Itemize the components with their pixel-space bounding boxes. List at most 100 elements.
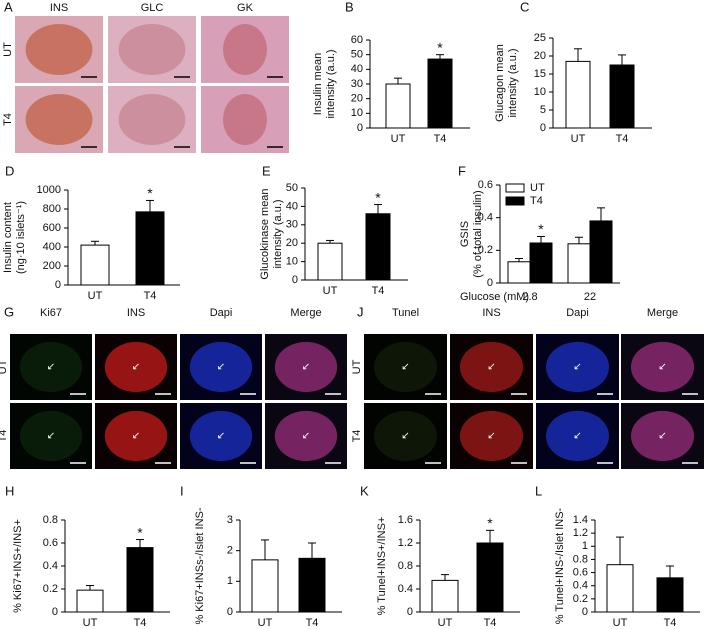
islet xyxy=(545,410,610,462)
x-tick-label: T4 xyxy=(664,617,677,629)
y-tick-label: 1 xyxy=(582,540,588,552)
bar xyxy=(317,242,343,281)
x-tick-label: UT xyxy=(323,285,338,297)
row-label: UT xyxy=(351,359,363,374)
arrow: ↙ xyxy=(573,362,581,373)
x-tick-label: UT xyxy=(571,133,586,145)
y-tick-label: 10 xyxy=(351,107,363,119)
y-tick-label: 0.4 xyxy=(398,583,413,595)
islet xyxy=(373,341,438,393)
bar xyxy=(251,559,279,613)
panel-letter: F xyxy=(458,163,466,178)
islet xyxy=(223,24,267,75)
bar xyxy=(609,64,635,129)
bar xyxy=(565,60,591,129)
y-tick-label: 20 xyxy=(534,50,546,62)
row-label: T4 xyxy=(351,430,363,443)
islet xyxy=(459,410,524,462)
y-tick-label: 0 xyxy=(487,277,493,289)
column-label: Dapi xyxy=(210,307,233,319)
row-label: T4 xyxy=(0,430,9,443)
y-axis-label: % Ki67+INSs-/Islet INS- xyxy=(194,507,206,624)
column-label: GK xyxy=(237,2,254,14)
y-tick-label: 400 xyxy=(43,241,61,253)
column-label: Tunel xyxy=(392,307,419,319)
y-tick-label: 0 xyxy=(540,122,546,134)
panel-letter: H xyxy=(5,483,14,498)
bar xyxy=(135,211,165,286)
arrow: ↙ xyxy=(47,362,55,373)
arrow: ↙ xyxy=(573,431,581,442)
arrow: ↙ xyxy=(47,431,55,442)
panel-letter: G xyxy=(4,304,14,319)
y-axis-label: % Tunel+INS-/Islet INS- xyxy=(554,507,566,624)
x-tick-label: UT xyxy=(613,617,628,629)
y-tick-label: 1.2 xyxy=(398,537,413,549)
x-tick-label: T4 xyxy=(372,285,385,297)
bar xyxy=(507,261,531,284)
islet xyxy=(630,410,695,462)
y-axis-label: Glucagon mean xyxy=(494,44,506,122)
arrow: ↙ xyxy=(401,362,409,373)
y-tick-label: 0.8 xyxy=(43,514,58,526)
y-axis-label: GSIS xyxy=(459,221,471,247)
arrow: ↙ xyxy=(487,431,495,442)
panel-letter: E xyxy=(262,163,271,178)
islet xyxy=(274,341,338,393)
y-tick-label: 600 xyxy=(43,222,61,234)
bar xyxy=(427,58,453,129)
panel-letter: I xyxy=(180,483,184,498)
y-axis-label: Insulin mean xyxy=(312,53,324,115)
arrow: ↙ xyxy=(302,431,310,442)
bar xyxy=(589,220,613,284)
y-tick-label: 0 xyxy=(292,274,298,286)
y-tick-label: 0 xyxy=(227,606,233,618)
y-tick-label: 30 xyxy=(286,219,298,231)
islet xyxy=(459,341,524,393)
y-tick-label: 1.4 xyxy=(573,514,588,526)
y-tick-label: 40 xyxy=(351,63,363,75)
legend-label: T4 xyxy=(530,195,543,207)
y-tick-label: 0.6 xyxy=(573,566,588,578)
x-tick-label: T4 xyxy=(144,290,157,302)
y-tick-label: 0.8 xyxy=(573,553,588,565)
islet xyxy=(189,341,253,393)
panel-letter: L xyxy=(535,483,542,498)
column-label: INS xyxy=(482,307,500,319)
bar xyxy=(126,547,154,613)
y-tick-label: 1 xyxy=(227,575,233,587)
y-tick-label: 60 xyxy=(351,34,363,46)
y-tick-label: 800 xyxy=(43,203,61,215)
column-label: GLC xyxy=(141,2,164,14)
y-axis-label: intensity (a.u.) xyxy=(325,49,337,118)
y-tick-label: 0.8 xyxy=(398,560,413,572)
x-tick-label: T4 xyxy=(616,133,629,145)
y-axis-label: % Ki67+INS+/INS+ xyxy=(12,519,24,613)
bar xyxy=(80,244,110,286)
bar xyxy=(606,564,634,613)
y-tick-label: 0.4 xyxy=(43,560,58,572)
y-tick-label: 50 xyxy=(286,182,298,194)
y-tick-label: 0.4 xyxy=(573,580,588,592)
x-tick-label: T4 xyxy=(306,617,319,629)
y-axis-label: Glucokinase mean xyxy=(259,188,271,279)
row-label: T4 xyxy=(2,113,14,126)
y-axis-label: % Tunel+INS+/INS+ xyxy=(376,517,388,616)
bar xyxy=(76,589,104,613)
y-tick-label: 20 xyxy=(286,237,298,249)
y-tick-label: 1.6 xyxy=(398,514,413,526)
row-label: UT xyxy=(0,359,9,374)
significance-star: * xyxy=(375,189,381,205)
y-tick-label: 10 xyxy=(286,256,298,268)
significance-star: * xyxy=(137,524,143,540)
bar xyxy=(476,542,504,613)
y-tick-label: 0 xyxy=(357,122,363,134)
islet xyxy=(19,410,83,462)
y-tick-label: 1.2 xyxy=(573,527,588,539)
islet xyxy=(189,410,253,462)
x-tick-label: T4 xyxy=(434,133,447,145)
y-tick-label: 0.6 xyxy=(43,537,58,549)
y-tick-label: 50 xyxy=(351,49,363,61)
x-tick-label: UT xyxy=(438,617,453,629)
